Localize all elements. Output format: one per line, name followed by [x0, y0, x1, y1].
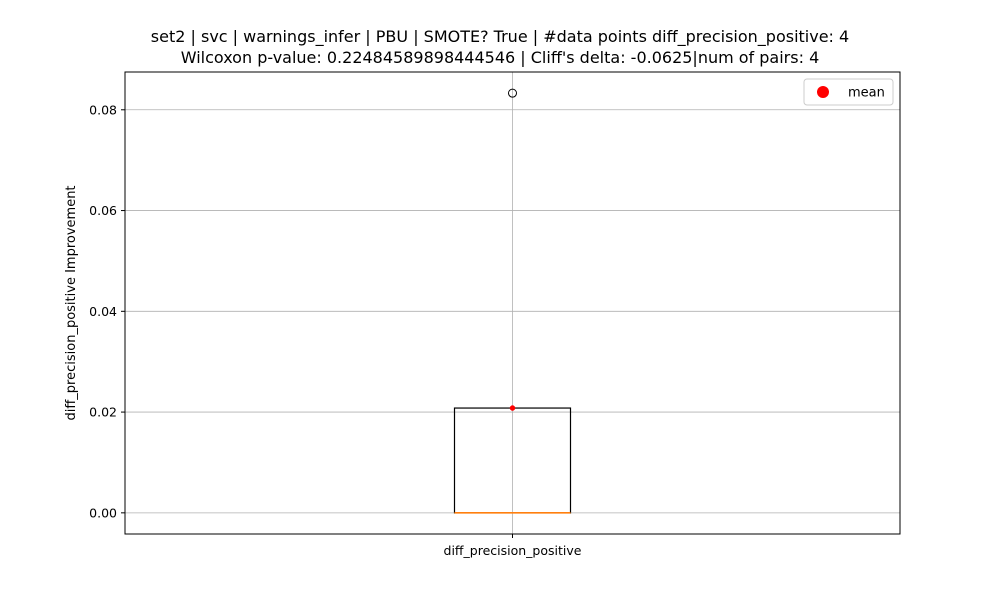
legend-box: [803, 78, 894, 106]
legend: mean: [803, 78, 894, 106]
box-layer: [453, 88, 572, 514]
chart-title-line-1: set2 | svc | warnings_infer | PBU | SMOT…: [150, 27, 850, 46]
x-tick-label: diff_precision_positive: [444, 543, 582, 558]
y-axis-label: diff_precision_positive Improvement: [64, 185, 79, 420]
y-tick-label: 0.00: [89, 505, 117, 520]
legend-mean-label: mean: [848, 86, 885, 101]
tick-layer: 0.00 0.02 0.04 0.06 0.08 diff_precision_posit…: [89, 102, 582, 558]
legend-mean-marker: [817, 86, 829, 98]
chart-title-line-2: Wilcoxon p-value: 0.22484589898444546 | …: [180, 48, 820, 67]
y-tick-label: 0.06: [89, 203, 117, 218]
y-tick-label: 0.04: [89, 304, 117, 319]
outlier-point: [508, 88, 517, 98]
y-tick-label: 0.02: [89, 405, 117, 420]
mean-point: [509, 405, 516, 411]
y-tick-label: 0.08: [89, 102, 117, 117]
grid-layer: [125, 72, 900, 534]
